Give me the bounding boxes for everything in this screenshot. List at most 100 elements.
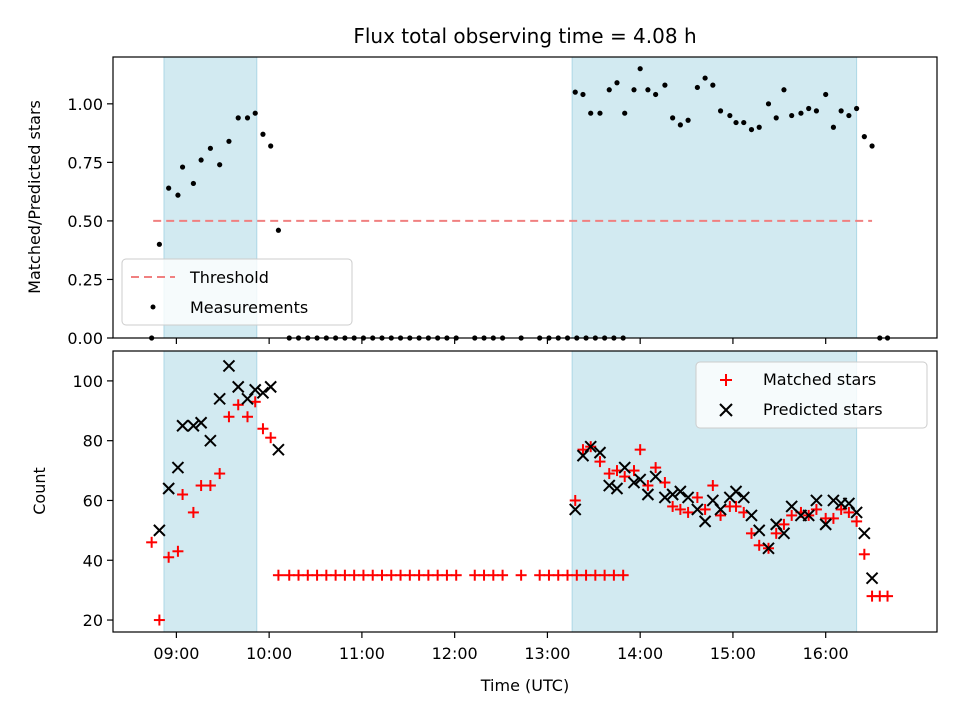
matched-star-point bbox=[730, 500, 742, 512]
predicted-star-point bbox=[802, 509, 815, 522]
measurement-point bbox=[765, 101, 772, 107]
matched-star-point bbox=[357, 569, 369, 581]
predicted-star-point bbox=[627, 476, 641, 489]
bottom-x-ticks: 09:00 10:00 11:00 12:00 13:00 14:00 15:00 16:00 bbox=[153, 632, 849, 663]
matched-star-point bbox=[534, 569, 546, 581]
predicted-star-point bbox=[641, 488, 655, 501]
matched-star-point bbox=[257, 423, 269, 435]
matched-star-point bbox=[172, 545, 184, 557]
matched-star-point bbox=[562, 569, 574, 581]
predicted-star-point bbox=[819, 518, 832, 531]
x-tick-label: 10:00 bbox=[246, 644, 292, 663]
matched-star-point bbox=[667, 500, 679, 512]
measurement-point bbox=[235, 115, 241, 121]
legend-predicted-label: Predicted stars bbox=[763, 400, 883, 419]
x-tick-label: 09:00 bbox=[153, 644, 199, 663]
matched-star-point bbox=[699, 503, 711, 515]
matched-star-point bbox=[204, 480, 216, 492]
predicted-star-point bbox=[753, 524, 766, 537]
measurement-point bbox=[685, 117, 691, 123]
matched-star-point bbox=[594, 456, 606, 468]
matched-star-point bbox=[650, 462, 662, 474]
matched-star-point bbox=[487, 569, 499, 581]
predicted-star-point bbox=[649, 470, 662, 483]
matched-star-point bbox=[707, 480, 719, 492]
measurement-point bbox=[756, 124, 762, 130]
top-legend-box bbox=[121, 258, 353, 326]
legend-measurements-swatch bbox=[150, 304, 156, 310]
top-legend: Threshold Measurements bbox=[121, 258, 353, 326]
measurement-point bbox=[677, 122, 683, 128]
measurement-point bbox=[631, 87, 637, 93]
top-axes-frame bbox=[112, 56, 938, 339]
top-y-axis-label: Matched/Predicted stars bbox=[25, 100, 44, 294]
predicted-star-point bbox=[176, 419, 189, 432]
matched-star-point bbox=[617, 569, 629, 581]
measurement-point bbox=[823, 91, 829, 98]
predicted-star-point bbox=[610, 482, 624, 495]
measurement-point bbox=[614, 80, 620, 86]
matched-star-point bbox=[146, 536, 158, 548]
predicted-star-point bbox=[850, 506, 863, 519]
measurement-point bbox=[861, 134, 867, 140]
top-y-tick-label: 0.50 bbox=[67, 212, 103, 231]
bottom-panel: 20 40 60 80 100 09:00 10:00 11:00 12:00 13:00 14:… bbox=[30, 350, 938, 695]
measurement-point bbox=[622, 110, 628, 116]
predicted-star-point bbox=[256, 386, 270, 400]
legend-matched-label: Matched stars bbox=[763, 370, 876, 389]
matched-star-point bbox=[753, 539, 765, 551]
measurement-point bbox=[830, 124, 837, 130]
measurement-point bbox=[190, 180, 196, 187]
matched-star-point bbox=[469, 569, 481, 581]
predicted-star-point bbox=[153, 524, 166, 537]
predicted-star-point bbox=[162, 482, 175, 495]
predicted-star-point bbox=[729, 485, 743, 498]
x-tick-label: 13:00 bbox=[524, 644, 570, 663]
measurement-point bbox=[260, 131, 266, 137]
predicted-star-point bbox=[249, 383, 262, 397]
matched-star-point bbox=[634, 444, 646, 456]
matched-star-point bbox=[265, 432, 277, 444]
bottom-y-tick-label: 40 bbox=[83, 551, 103, 570]
matched-star-point bbox=[571, 569, 583, 581]
measurement-point bbox=[275, 227, 282, 233]
matched-star-point bbox=[367, 569, 379, 581]
top-y-tick-label: 0.25 bbox=[67, 270, 103, 289]
measurement-point bbox=[741, 119, 747, 126]
top-panel: 0.00 0.25 0.50 0.75 1.00 Matched/Predicted s… bbox=[25, 56, 938, 348]
matched-star-point bbox=[413, 569, 425, 581]
legend-matched-swatch bbox=[720, 374, 732, 386]
predicted-star-point bbox=[213, 392, 226, 406]
matched-star-point bbox=[497, 569, 509, 581]
matched-star-point bbox=[674, 503, 686, 515]
matched-star-point bbox=[478, 569, 490, 581]
measurement-point bbox=[166, 185, 172, 191]
measurement-point bbox=[244, 115, 251, 121]
measurement-point bbox=[252, 110, 258, 116]
predicted-star-point bbox=[593, 446, 607, 459]
matched-star-point bbox=[827, 512, 839, 524]
matched-star-point bbox=[552, 569, 564, 581]
matched-star-point bbox=[320, 569, 332, 581]
measurement-point bbox=[580, 91, 586, 98]
predicted-star-point bbox=[264, 380, 277, 394]
matched-star-point bbox=[786, 509, 798, 521]
measurement-point bbox=[710, 82, 716, 88]
matched-star-point bbox=[858, 548, 870, 560]
matched-star-point bbox=[659, 477, 671, 489]
matched-star-point bbox=[843, 506, 855, 518]
matched-star-point bbox=[376, 569, 388, 581]
matched-star-point bbox=[450, 569, 462, 581]
measurement-point bbox=[846, 112, 852, 119]
matched-star-point bbox=[515, 569, 527, 581]
measurement-point bbox=[727, 112, 733, 119]
matched-star-point bbox=[272, 569, 284, 581]
measurement-point bbox=[597, 110, 603, 116]
predicted-star-point bbox=[618, 461, 631, 474]
matched-star-point bbox=[330, 569, 342, 581]
matched-star-point bbox=[283, 569, 295, 581]
matched-star-point bbox=[603, 468, 615, 480]
top-y-tick-label: 0.00 bbox=[67, 329, 103, 348]
measurement-point bbox=[869, 143, 875, 149]
matched-star-point bbox=[223, 411, 235, 423]
